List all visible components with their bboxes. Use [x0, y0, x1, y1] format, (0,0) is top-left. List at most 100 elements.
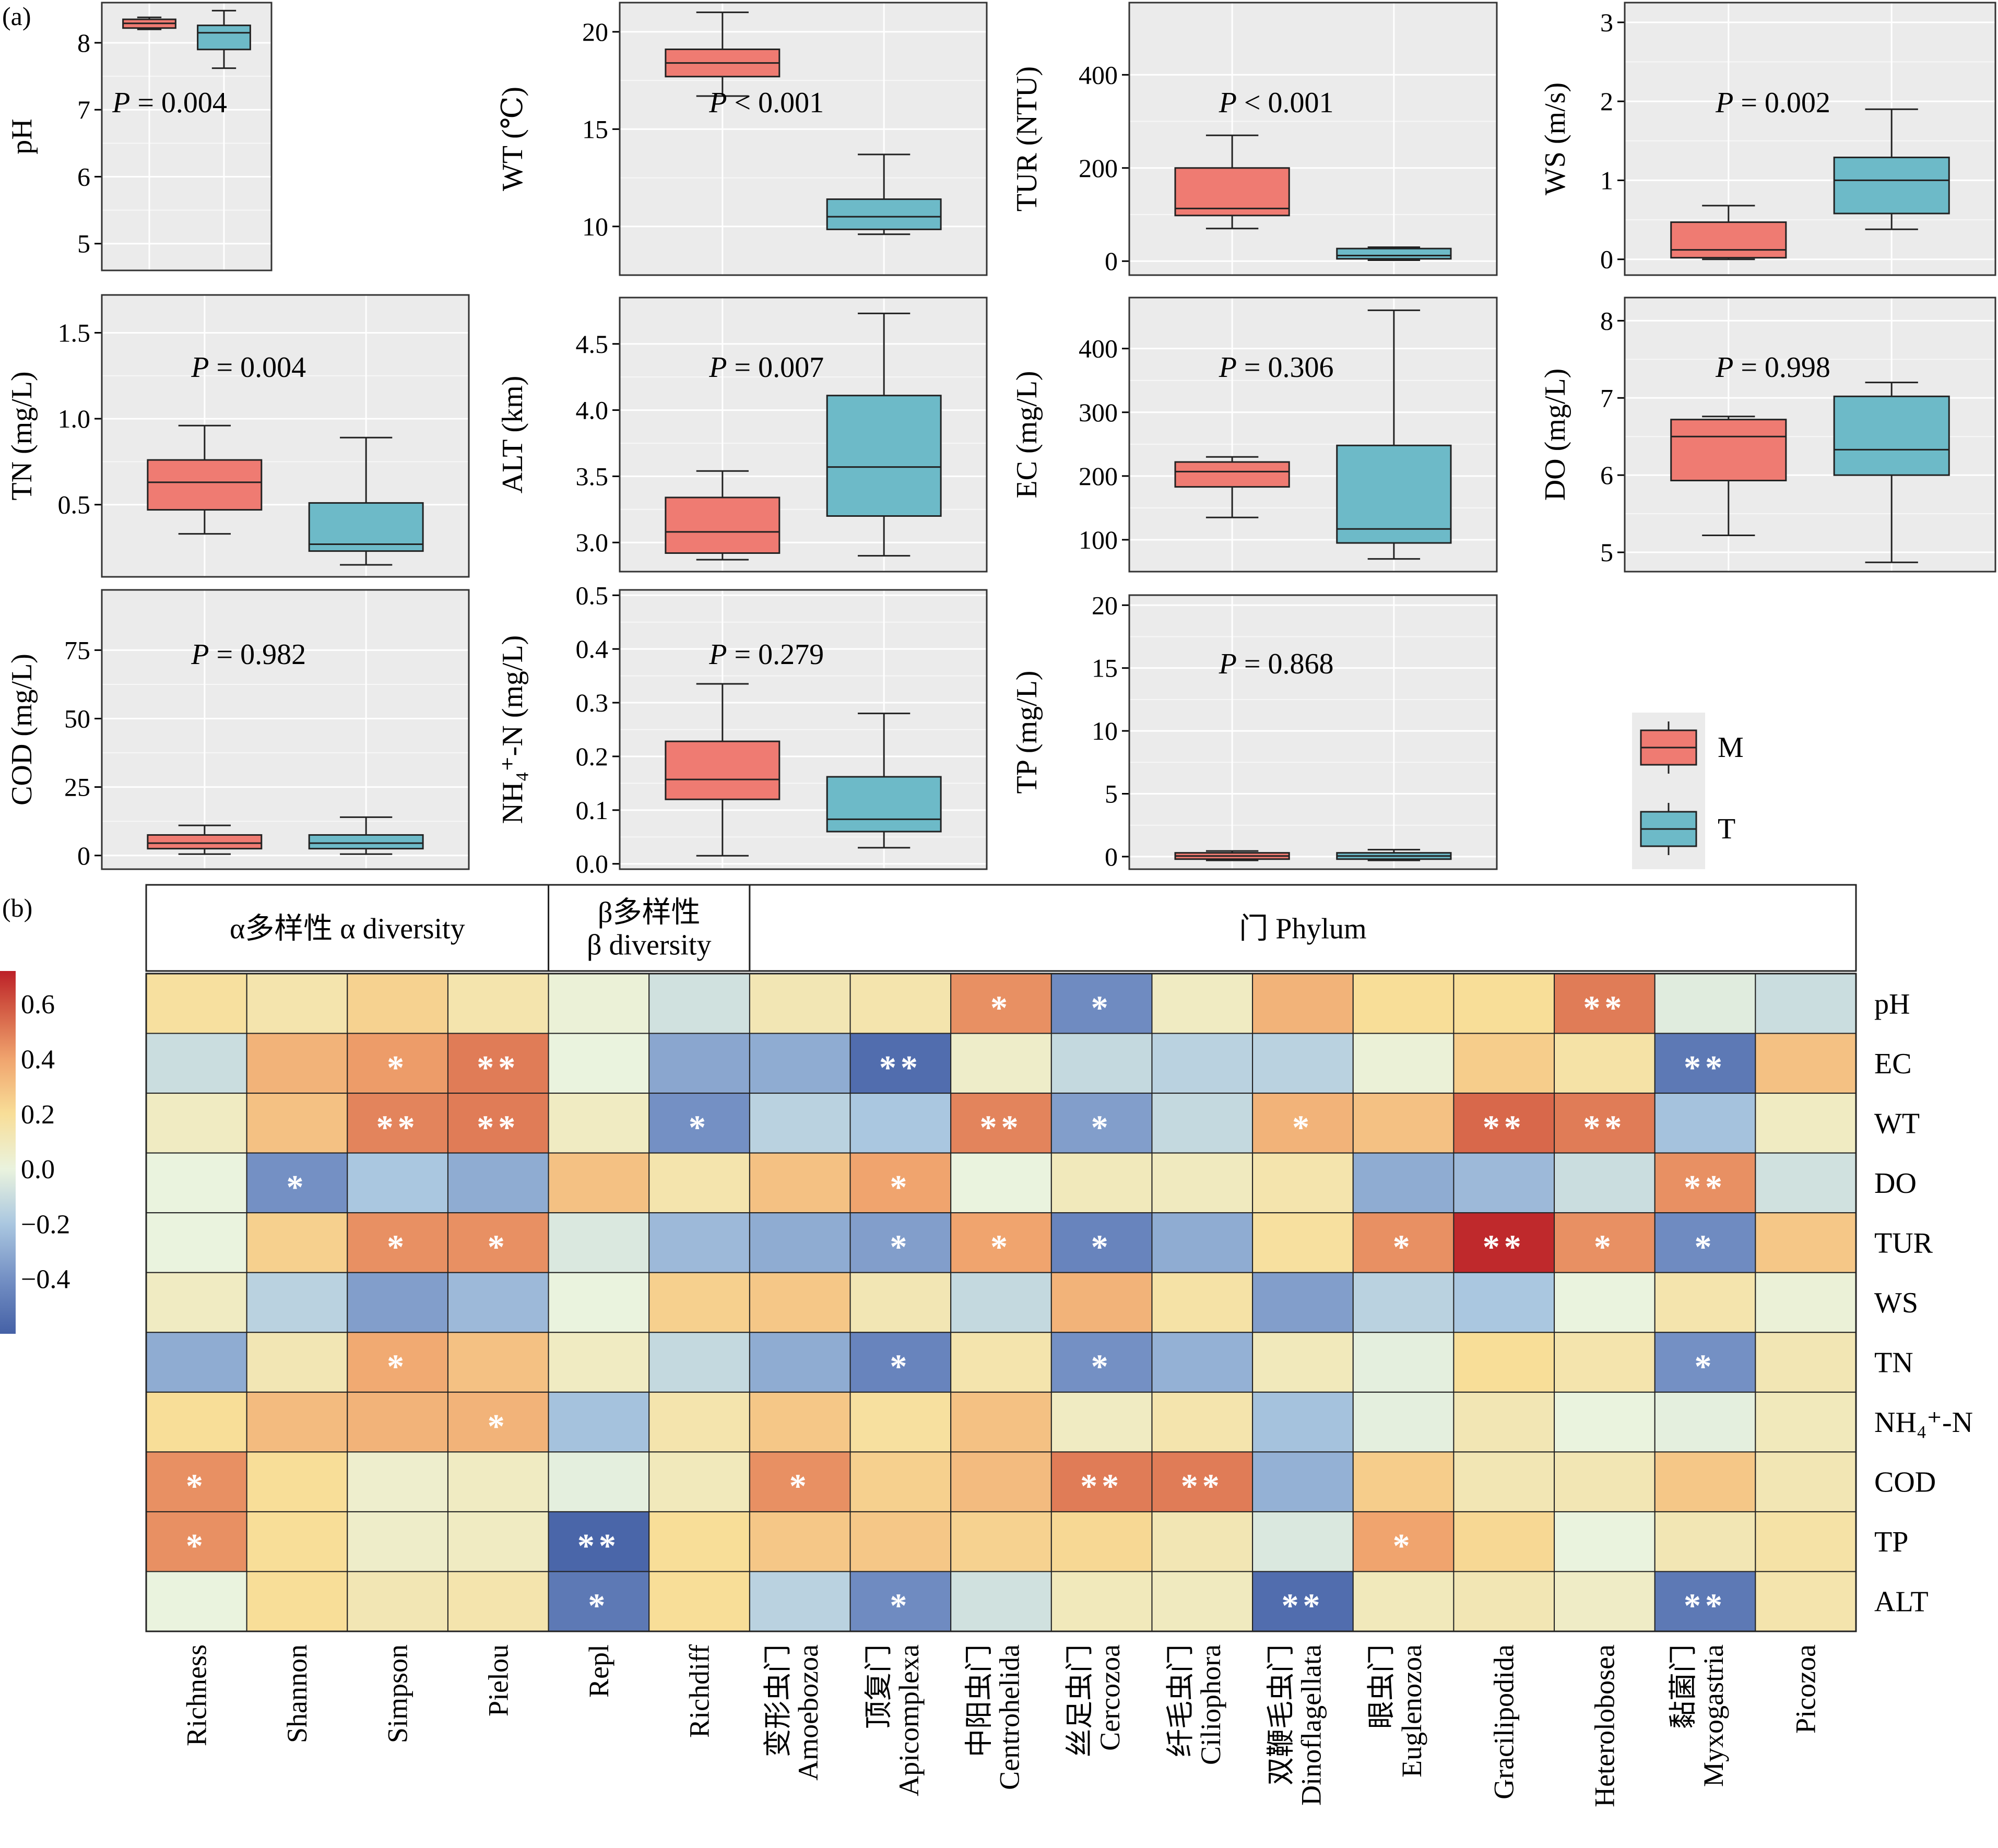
p-value: P < 0.001 — [708, 87, 824, 119]
heatmap-cell — [347, 1212, 448, 1273]
y-tick-label: 100 — [1079, 525, 1118, 554]
heatmap-cell — [447, 1571, 549, 1632]
significance-mark: * — [488, 1407, 509, 1446]
colorbar-tick-label: −0.4 — [21, 1265, 70, 1295]
p-value: P = 0.998 — [1715, 351, 1830, 384]
row-label: pH — [1874, 988, 1910, 1020]
column-label: 纤毛虫门 — [1165, 1644, 1196, 1757]
heatmap-cell — [1554, 1212, 1656, 1273]
panel-border — [1128, 594, 1498, 870]
group-header-label: β多样性 — [598, 897, 701, 929]
y-tick-label: 75 — [64, 635, 90, 665]
box-T — [826, 776, 942, 833]
significance-mark: * — [588, 1587, 609, 1625]
significance-mark: ** — [1281, 1587, 1324, 1625]
significance-mark: ** — [477, 1108, 519, 1146]
group-header-label: 门 Phylum — [1239, 913, 1366, 945]
p-value: P = 0.982 — [191, 638, 306, 671]
significance-mark: * — [689, 1108, 710, 1146]
heatmap-cell — [447, 1272, 549, 1333]
box-T — [308, 834, 424, 850]
heatmap-cell — [1050, 1212, 1153, 1273]
colorbar-tick-label: 0.4 — [21, 1045, 55, 1074]
y-axis-label: WT (℃) — [496, 87, 529, 191]
y-tick-label: 300 — [1079, 398, 1118, 427]
box-T — [1833, 157, 1950, 215]
y-tick-label: 0 — [1105, 842, 1118, 871]
heatmap-cell — [1050, 973, 1153, 1034]
heatmap-cell — [1453, 1451, 1555, 1512]
boxplot-11: 0 5 10 15 20 P = 0.868 TP (mg/L) — [1011, 590, 1498, 871]
column-label: 眼虫门 — [1366, 1644, 1397, 1729]
heatmap-cell — [1755, 1571, 1857, 1632]
y-tick-label: 5 — [1105, 779, 1118, 809]
panel-border — [1624, 297, 1996, 573]
heatmap-cell — [347, 973, 448, 1034]
significance-mark: * — [286, 1168, 308, 1206]
heatmap-cell — [950, 1272, 1052, 1333]
heatmap-cell — [1352, 1033, 1455, 1094]
heatmap-cell — [648, 1272, 750, 1333]
heatmap-cell — [246, 1451, 348, 1512]
heatmap-cell — [1352, 1391, 1455, 1453]
y-tick-label: 0.5 — [576, 581, 609, 610]
boxplot-3: 0 200 400 P < 0.001 TUR (NTU) — [1011, 2, 1498, 276]
heatmap-cell — [1151, 1152, 1254, 1214]
y-tick-label: 0.5 — [58, 490, 91, 519]
significance-mark: * — [1695, 1348, 1716, 1386]
significance-mark: * — [1091, 1108, 1113, 1146]
p-value: P < 0.001 — [1219, 87, 1334, 119]
heatmap-cell — [950, 1093, 1052, 1154]
row-label: WS — [1874, 1287, 1918, 1319]
heatmap-cell — [849, 1571, 952, 1632]
heatmap-cell — [1352, 1093, 1455, 1154]
colorbar: 0.6 0.4 0.2 0.0 −0.2 −0.4 — [0, 971, 70, 1334]
y-tick-label: 400 — [1079, 60, 1118, 89]
heatmap-cell — [548, 1033, 650, 1094]
significance-mark: * — [1091, 989, 1113, 1027]
y-tick-label: 20 — [1092, 590, 1118, 620]
heatmap-cell — [1654, 1332, 1756, 1393]
heatmap-cell — [648, 1571, 750, 1632]
column-label: 中阳虫门 — [964, 1644, 995, 1757]
heatmap-cell — [749, 1391, 851, 1453]
heatmap-cell — [1453, 1571, 1555, 1632]
heatmap-cell — [1554, 1451, 1656, 1512]
panel-background — [1129, 3, 1497, 275]
heatmap-cell — [1453, 1093, 1555, 1154]
heatmap-cell — [447, 1212, 549, 1273]
heatmap-cell — [648, 1152, 750, 1214]
heatmap-cell — [749, 1212, 851, 1273]
y-tick-label: 4.0 — [576, 396, 609, 425]
box-T — [826, 198, 942, 230]
heatmap-cell — [146, 973, 247, 1034]
significance-mark: * — [488, 1228, 509, 1266]
column-label: Picozoa — [1790, 1644, 1822, 1734]
heatmap-cell — [749, 1571, 851, 1632]
heatmap-cell — [749, 1033, 851, 1094]
heatmap-cell — [246, 1332, 348, 1393]
heatmap-cell — [1151, 1093, 1254, 1154]
significance-mark: * — [789, 1467, 811, 1506]
heatmap-cell — [246, 973, 348, 1034]
heatmap-cell — [950, 1212, 1052, 1273]
heatmap-cell — [146, 1212, 247, 1273]
heatmap-cell — [1252, 1391, 1354, 1453]
heatmap-cell — [1252, 973, 1354, 1034]
y-tick-label: 10 — [1092, 716, 1118, 745]
heatmap-cell — [347, 1033, 448, 1094]
significance-mark: * — [990, 1228, 1012, 1266]
y-tick-label: 7 — [77, 95, 90, 124]
heatmap-cell — [1755, 1212, 1857, 1273]
p-value: P = 0.002 — [1715, 87, 1830, 119]
heatmap-cell — [1151, 1451, 1254, 1512]
heatmap-cell — [1654, 1511, 1756, 1572]
significance-mark: ** — [980, 1108, 1023, 1146]
panel-border — [1128, 2, 1498, 276]
heatmap-cell — [447, 973, 549, 1034]
box-M — [665, 740, 781, 800]
significance-mark: * — [890, 1228, 911, 1266]
row-label: EC — [1874, 1048, 1912, 1080]
heatmap-cell — [347, 1272, 448, 1333]
y-axis-label: TP (mg/L) — [1011, 671, 1043, 794]
